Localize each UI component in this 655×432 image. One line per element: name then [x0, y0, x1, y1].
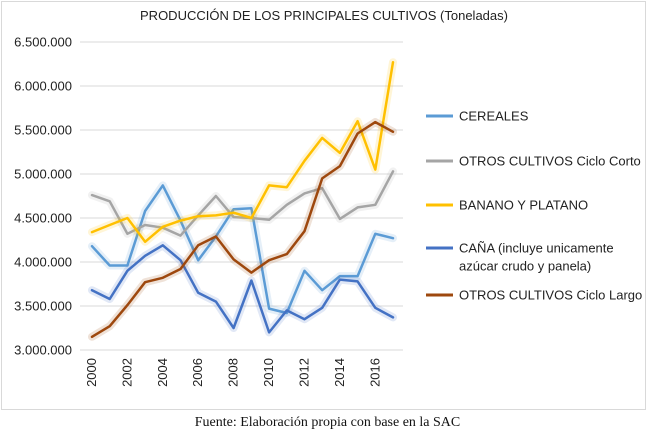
series-line — [90, 120, 395, 339]
y-tick-label: 6.000.000 — [14, 79, 72, 94]
legend-label: azúcar crudo y panela) — [459, 259, 591, 274]
x-tick-label: 2008 — [226, 358, 241, 387]
x-tick-label: 2010 — [261, 358, 276, 387]
x-tick-label: 2016 — [367, 358, 382, 387]
y-tick-label: 4.500.000 — [14, 211, 72, 226]
series-line — [90, 60, 395, 244]
legend-label: CEREALES — [459, 109, 529, 124]
series-line — [90, 184, 395, 315]
y-tick-label: 3.500.000 — [14, 299, 72, 314]
y-tick-label: 6.500.000 — [14, 35, 72, 50]
legend-label: CAÑA (incluye unicamente — [459, 241, 614, 256]
x-tick-label: 2002 — [119, 358, 134, 387]
series-line — [90, 170, 395, 237]
y-tick-label: 4.000.000 — [14, 255, 72, 270]
series-line — [90, 244, 395, 334]
y-tick-label: 5.000.000 — [14, 167, 72, 182]
y-tick-label: 3.000.000 — [14, 343, 72, 358]
x-tick-label: 2000 — [84, 358, 99, 387]
legend: CEREALES OTROS CULTIVOS Ciclo Corto BANANO… — [426, 109, 642, 303]
legend-label: OTROS CULTIVOS Ciclo Corto — [459, 154, 641, 169]
legend-label: OTROS CULTIVOS Ciclo Largo — [459, 288, 642, 303]
chart-title: PRODUCCIÓN DE LOS PRINCIPALES CULTIVOS (… — [140, 8, 508, 23]
series-lines — [88, 58, 397, 341]
x-axis-tick-labels: 2000 2002 2004 2006 2008 2010 2012 2014 2016 — [84, 358, 382, 387]
y-axis-tick-labels: 3.000.000 3.500.000 4.000.000 4.500.000 5.00… — [14, 35, 72, 358]
x-tick-label: 2004 — [155, 358, 170, 387]
gridlines — [80, 41, 403, 351]
x-tick-label: 2006 — [190, 358, 205, 387]
chart-area — [1, 1, 646, 410]
legend-label: BANANO Y PLATANO — [459, 198, 588, 213]
x-tick-label: 2014 — [332, 358, 347, 387]
y-tick-label: 5.500.000 — [14, 123, 72, 138]
source-note: Fuente: Elaboración propia con base en l… — [194, 415, 461, 430]
x-tick-label: 2012 — [296, 358, 311, 387]
